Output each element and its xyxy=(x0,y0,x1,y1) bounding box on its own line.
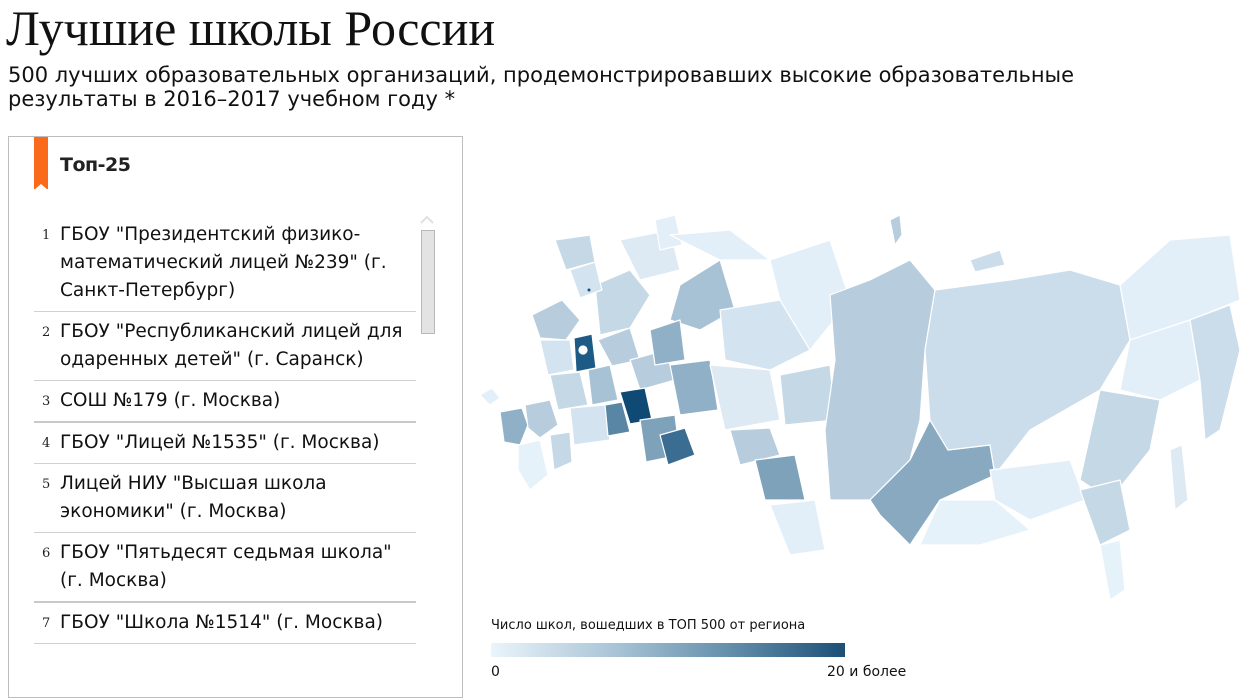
list-item[interactable]: 3 СОШ №179 (г. Москва) xyxy=(34,381,416,423)
legend-min-label: 0 xyxy=(491,664,500,680)
panel-title: Топ-25 xyxy=(60,154,131,176)
legend-title: Число школ, вошедших в ТОП 500 от регион… xyxy=(491,618,806,633)
school-name: ГБОУ "Школа №1514" (г. Москва) xyxy=(60,612,384,633)
school-name: ГБОУ "Лицей №1535" (г. Москва) xyxy=(60,432,380,453)
rank-number: 7 xyxy=(42,616,51,631)
list-item[interactable]: 5 Лицей НИУ "Высшая школа экономики" (г.… xyxy=(34,464,416,533)
rank-number: 2 xyxy=(42,325,51,340)
top-25-panel: Топ-25 1 ГБОУ "Президентский физико-мате… xyxy=(8,136,463,698)
rank-number: 4 xyxy=(42,436,51,451)
legend-max-label: 20 и более xyxy=(827,664,907,680)
map-regions xyxy=(479,214,1241,601)
list-item[interactable]: 6 ГБОУ "Пятьдесят седьмая школа" (г. Мос… xyxy=(34,533,416,603)
list-item[interactable]: 1 ГБОУ "Президентский физико-математичес… xyxy=(34,215,416,312)
rank-number: 5 xyxy=(42,477,51,492)
scrollbar-thumb[interactable] xyxy=(421,230,435,334)
russia-choropleth-map[interactable] xyxy=(470,200,1258,620)
list-item[interactable]: 4 ГБОУ "Лицей №1535" (г. Москва) xyxy=(34,423,416,464)
list-item[interactable]: 2 ГБОУ "Республиканский лицей для одарен… xyxy=(34,312,416,381)
school-name: ГБОУ "Республиканский лицей для одаренны… xyxy=(60,321,403,370)
list-item[interactable]: 7 ГБОУ "Школа №1514" (г. Москва) xyxy=(34,603,416,644)
bookmark-ribbon-icon xyxy=(34,137,48,190)
school-name: ГБОУ "Пятьдесят седьмая школа" (г. Москв… xyxy=(60,542,392,591)
school-list[interactable]: 1 ГБОУ "Президентский физико-математичес… xyxy=(34,215,416,644)
legend-color-scale xyxy=(491,643,845,657)
page-title: Лучшие школы России xyxy=(6,0,496,56)
page-subtitle: 500 лучших образовательных организаций, … xyxy=(8,63,1075,111)
rank-number: 3 xyxy=(42,394,51,409)
scroll-up-chevron-icon[interactable] xyxy=(420,215,434,225)
school-name: Лицей НИУ "Высшая школа экономики" (г. М… xyxy=(60,473,327,522)
school-name: ГБОУ "Президентский физико-математически… xyxy=(60,224,387,301)
school-name: СОШ №179 (г. Москва) xyxy=(60,390,281,411)
rank-number: 6 xyxy=(42,546,51,561)
rank-number: 1 xyxy=(42,228,51,243)
